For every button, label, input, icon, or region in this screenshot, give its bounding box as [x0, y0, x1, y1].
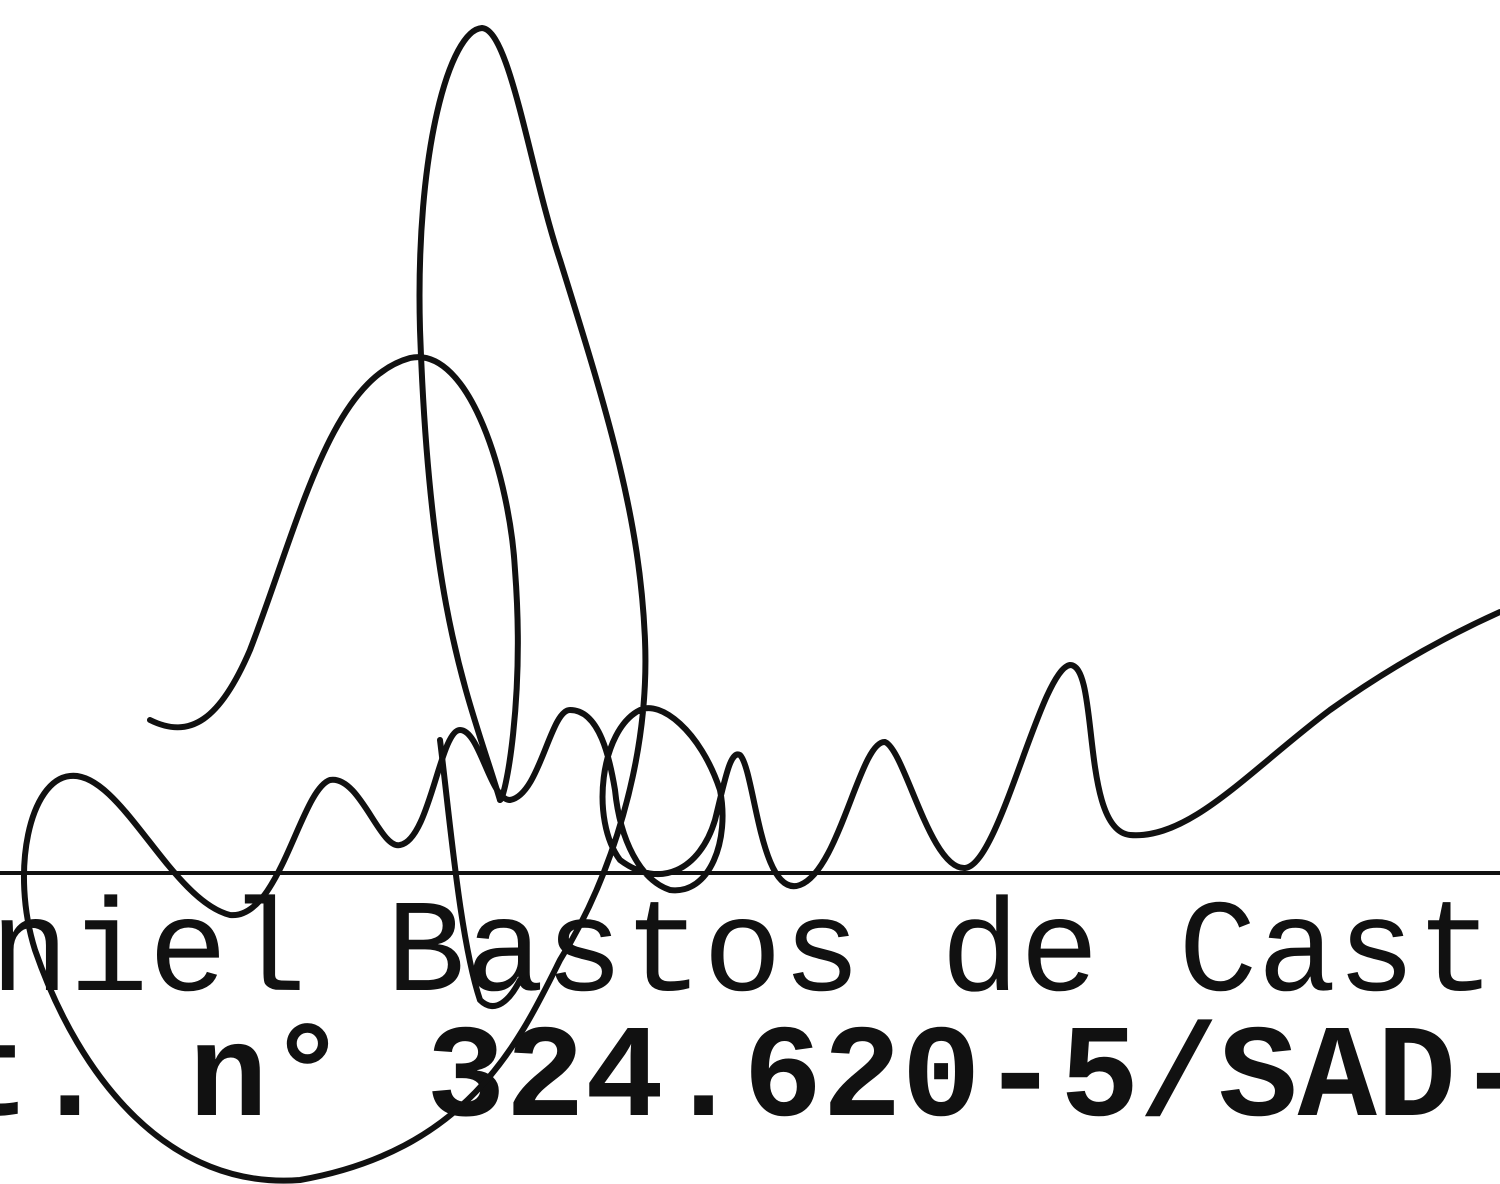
- signer-id: t. n° 324.620-5/SAD-: [0, 1005, 1500, 1155]
- page: niel Bastos de Cast t. n° 324.620-5/SAD-…: [0, 0, 1500, 1184]
- document: niel Bastos de Cast t. n° 324.620-5/SAD-: [0, 0, 1500, 1184]
